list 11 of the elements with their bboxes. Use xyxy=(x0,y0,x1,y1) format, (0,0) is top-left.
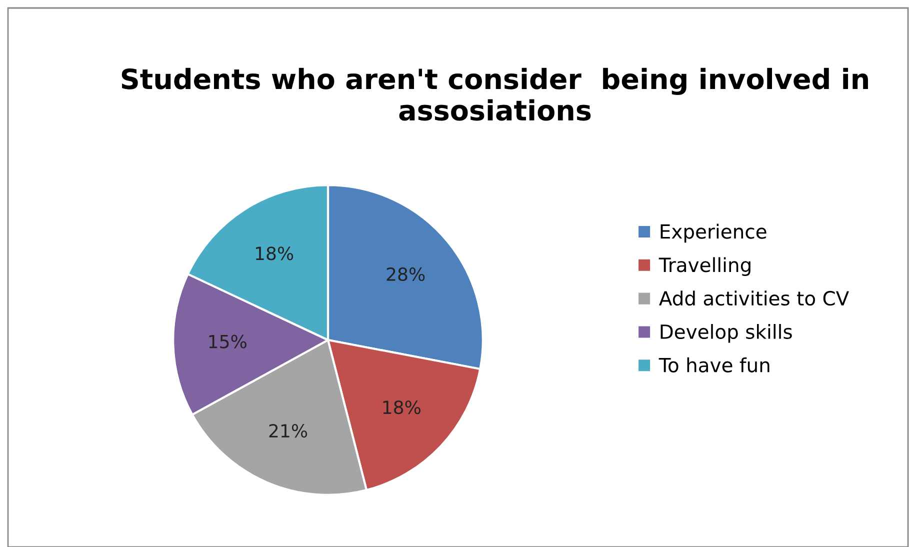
data-label: 28% xyxy=(386,267,425,282)
legend-label: Travelling xyxy=(658,257,750,276)
data-label: 15% xyxy=(209,334,246,348)
data-label: 21% xyxy=(269,424,308,438)
data-label: 18% xyxy=(383,400,420,414)
data-label: 18% xyxy=(256,246,294,260)
legend-label: To have fun xyxy=(658,357,770,372)
legend-label: Experience xyxy=(660,224,766,243)
chart-title: Students who aren't consider being involved in assosiations xyxy=(122,68,868,121)
legend-label: Add activities to CV xyxy=(659,290,849,306)
legend-label: Develop skills xyxy=(660,324,792,343)
